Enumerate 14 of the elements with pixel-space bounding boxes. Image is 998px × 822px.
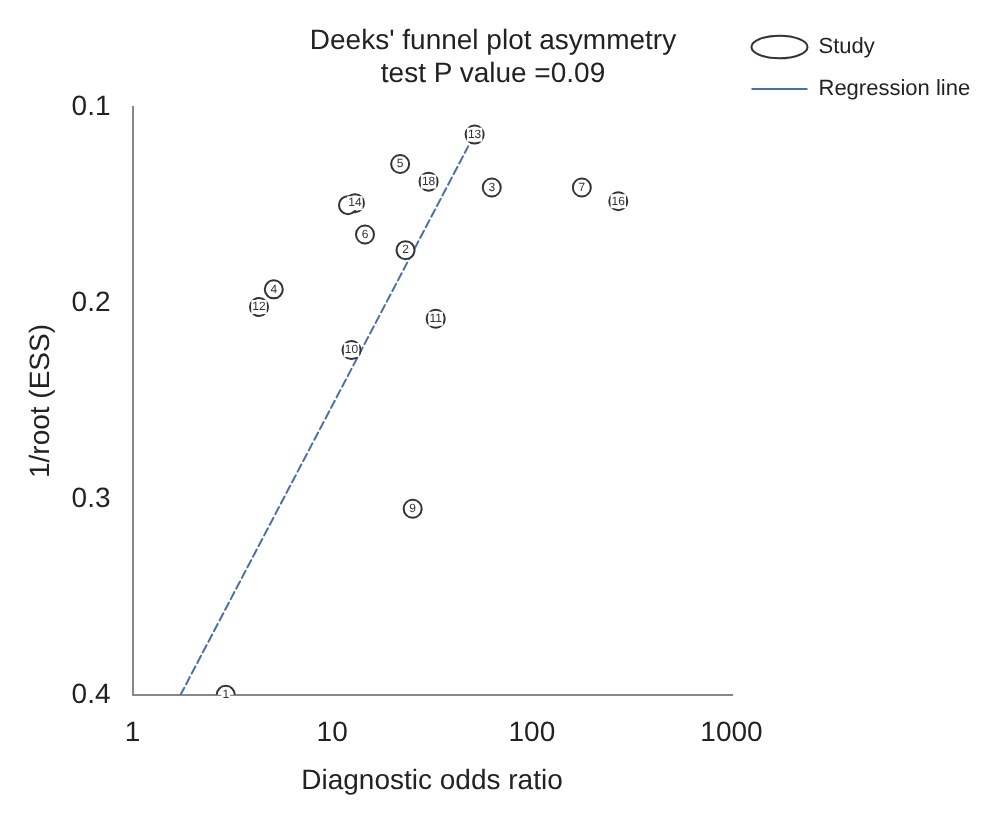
x-axis-title: Diagnostic odds ratio [301, 762, 564, 795]
y-tick-label: 0.1 [71, 88, 111, 121]
legend-label: Study [818, 35, 876, 60]
x-tick-label: 1000 [700, 715, 764, 748]
y-tick-label: 0.2 [71, 284, 111, 317]
x-tick-label: 1 [124, 715, 141, 748]
x-tick-label: 100 [508, 715, 556, 748]
legend-label: Regression line [818, 77, 971, 102]
chart-subtitle: test P value =0.09 [380, 56, 606, 89]
x-tick-label: 10 [316, 715, 349, 748]
y-tick-label: 0.4 [71, 676, 111, 709]
y-tick-label: 0.3 [71, 480, 111, 513]
chart-title: Deeks' funnel plot asymmetry [309, 22, 677, 55]
y-axis-title: 1/root (ESS) [22, 323, 55, 479]
